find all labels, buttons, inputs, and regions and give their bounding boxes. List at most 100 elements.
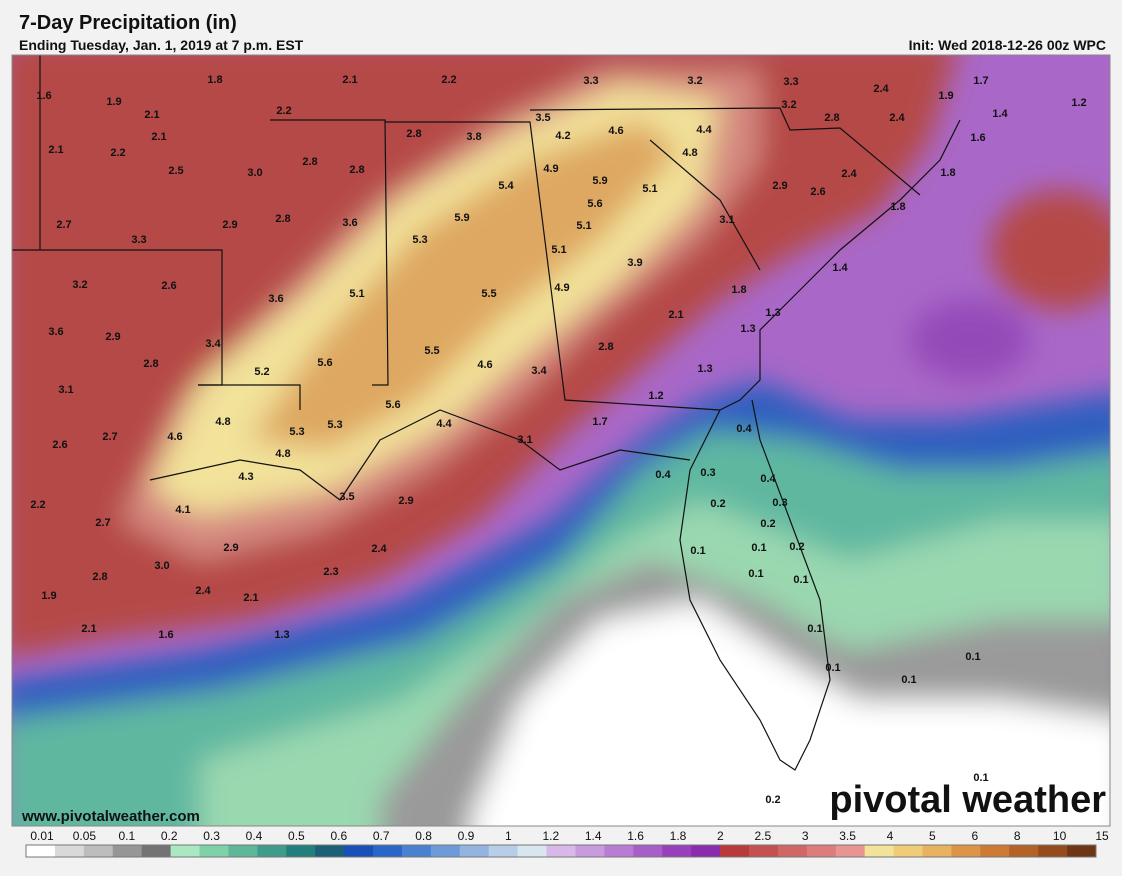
map-value-label: 3.9 <box>627 257 642 269</box>
map-value-label: 0.1 <box>793 574 808 586</box>
map-value-label: 3.0 <box>247 167 262 179</box>
map-value-label: 0.1 <box>973 772 988 784</box>
map-value-label: 3.1 <box>517 434 532 446</box>
map-value-label: 0.1 <box>748 568 763 580</box>
map-value-label: 1.9 <box>106 96 121 108</box>
colorbar-label: 4 <box>887 829 894 843</box>
colorbar-swatch <box>459 845 490 857</box>
colorbar-swatch <box>662 845 692 857</box>
colorbar-label: 1.2 <box>542 829 559 843</box>
map-value-label: 2.4 <box>889 112 905 124</box>
colorbar: 0.01 0.05 0.1 0.2 0.3 0.4 0.5 0.6 0.7 0.8 0.9 1 1.2 1… <box>25 829 1109 858</box>
map-value-label: 5.3 <box>412 234 427 246</box>
map-value-label: 0.2 <box>710 498 725 510</box>
map-value-label: 3.6 <box>48 326 63 338</box>
map-value-label: 3.3 <box>783 76 798 88</box>
map-value-label: 2.9 <box>772 180 787 192</box>
colorbar-swatch <box>806 845 837 857</box>
colorbar-swatch <box>228 845 258 857</box>
colorbar-swatch <box>26 845 56 857</box>
map-frame <box>11 54 1111 827</box>
map-value-label: 2.8 <box>143 358 158 370</box>
map-value-label: 3.4 <box>531 365 547 377</box>
colorbar-label: 0.8 <box>415 829 432 843</box>
colorbar-swatch <box>373 845 403 857</box>
map-value-label: 2.8 <box>349 164 364 176</box>
map-value-label: 5.5 <box>424 345 439 357</box>
map-value-label: 3.5 <box>339 491 354 503</box>
map-value-label: 2.6 <box>52 439 67 451</box>
map-value-label: 0.2 <box>760 518 775 530</box>
map-value-label: 4.1 <box>175 504 190 516</box>
colorbar-swatch <box>691 845 721 857</box>
map-value-label: 2.5 <box>168 165 183 177</box>
map-value-label: 2.8 <box>92 571 107 583</box>
map-value-label: 1.6 <box>158 629 173 641</box>
colorbar-swatch <box>893 845 923 857</box>
map-value-label: 2.7 <box>56 219 71 231</box>
colorbar-label: 3.5 <box>839 829 856 843</box>
colorbar-label: 2 <box>717 829 724 843</box>
map-value-label: 2.9 <box>105 331 120 343</box>
colorbar-swatch <box>835 845 866 857</box>
logo: pivotal weather <box>829 779 1106 821</box>
map-value-label: 1.4 <box>992 108 1008 120</box>
map-value-label: 1.7 <box>592 416 607 428</box>
colorbar-label: 6 <box>971 829 978 843</box>
map-value-label: 1.8 <box>890 201 905 213</box>
map-value-label: 2.8 <box>275 213 290 225</box>
colorbar-swatch <box>1009 845 1039 857</box>
map-value-label: 1.8 <box>207 74 222 86</box>
colorbar-swatch <box>517 845 548 857</box>
map-value-label: 1.8 <box>940 167 955 179</box>
map-value-label: 4.6 <box>167 431 182 443</box>
map-value-label: 2.3 <box>323 566 338 578</box>
colorbar-label: 5 <box>929 829 936 843</box>
map-value-label: 2.1 <box>151 131 166 143</box>
map-value-label: 4.9 <box>543 163 558 175</box>
map-value-label: 3.5 <box>535 112 550 124</box>
map-value-label: 2.8 <box>598 341 613 353</box>
map-value-label: 4.8 <box>215 416 230 428</box>
map-value-label: 5.2 <box>254 366 269 378</box>
map-value-label: 5.4 <box>498 180 514 192</box>
map-value-label: 2.8 <box>824 112 839 124</box>
map-value-label: 4.8 <box>682 147 697 159</box>
map-value-label: 2.2 <box>30 499 45 511</box>
map-value-label: 2.2 <box>110 147 125 159</box>
colorbar-swatch <box>1067 845 1097 857</box>
colorbar-label: 0.9 <box>458 829 475 843</box>
map-value-label: 4.2 <box>555 130 570 142</box>
value-labels: 1.6 1.8 1.9 2.1 2.2 3.3 3.2 3.3 2.4 1.7 1.9 1.2 1.4 2… <box>30 74 1086 806</box>
map-value-label: 3.0 <box>154 560 169 572</box>
map-value-label: 0.3 <box>700 467 715 479</box>
map-value-label: 0.2 <box>789 541 804 553</box>
map-value-label: 5.5 <box>481 288 496 300</box>
colorbar-swatch <box>83 845 114 857</box>
map-value-label: 4.8 <box>275 448 290 460</box>
map-value-label: 5.6 <box>317 357 332 369</box>
map-value-label: 2.2 <box>276 105 291 117</box>
colorbar-label: 0.01 <box>30 829 54 843</box>
map-value-label: 1.2 <box>1071 97 1086 109</box>
map-value-label: 3.6 <box>268 293 283 305</box>
map-value-label: 5.6 <box>385 399 400 411</box>
colorbar-label: 0.7 <box>373 829 390 843</box>
colorbar-swatch <box>286 845 316 857</box>
colorbar-swatch <box>748 845 779 857</box>
map-value-label: 2.4 <box>371 543 387 555</box>
map-value-label: 5.1 <box>551 244 566 256</box>
map-value-label: 0.1 <box>807 623 822 635</box>
map-value-label: 2.2 <box>441 74 456 86</box>
map-value-label: 3.3 <box>583 75 598 87</box>
colorbar-swatch <box>54 845 85 857</box>
colorbar-swatch <box>951 845 981 857</box>
colorbar-swatch <box>1038 845 1068 857</box>
map-value-label: 5.1 <box>642 183 657 195</box>
map-value-label: 5.6 <box>587 198 602 210</box>
map-value-label: 0.1 <box>690 545 705 557</box>
map-value-label: 1.3 <box>765 307 780 319</box>
colorbar-swatch <box>430 845 461 857</box>
map-value-label: 4.3 <box>238 471 253 483</box>
